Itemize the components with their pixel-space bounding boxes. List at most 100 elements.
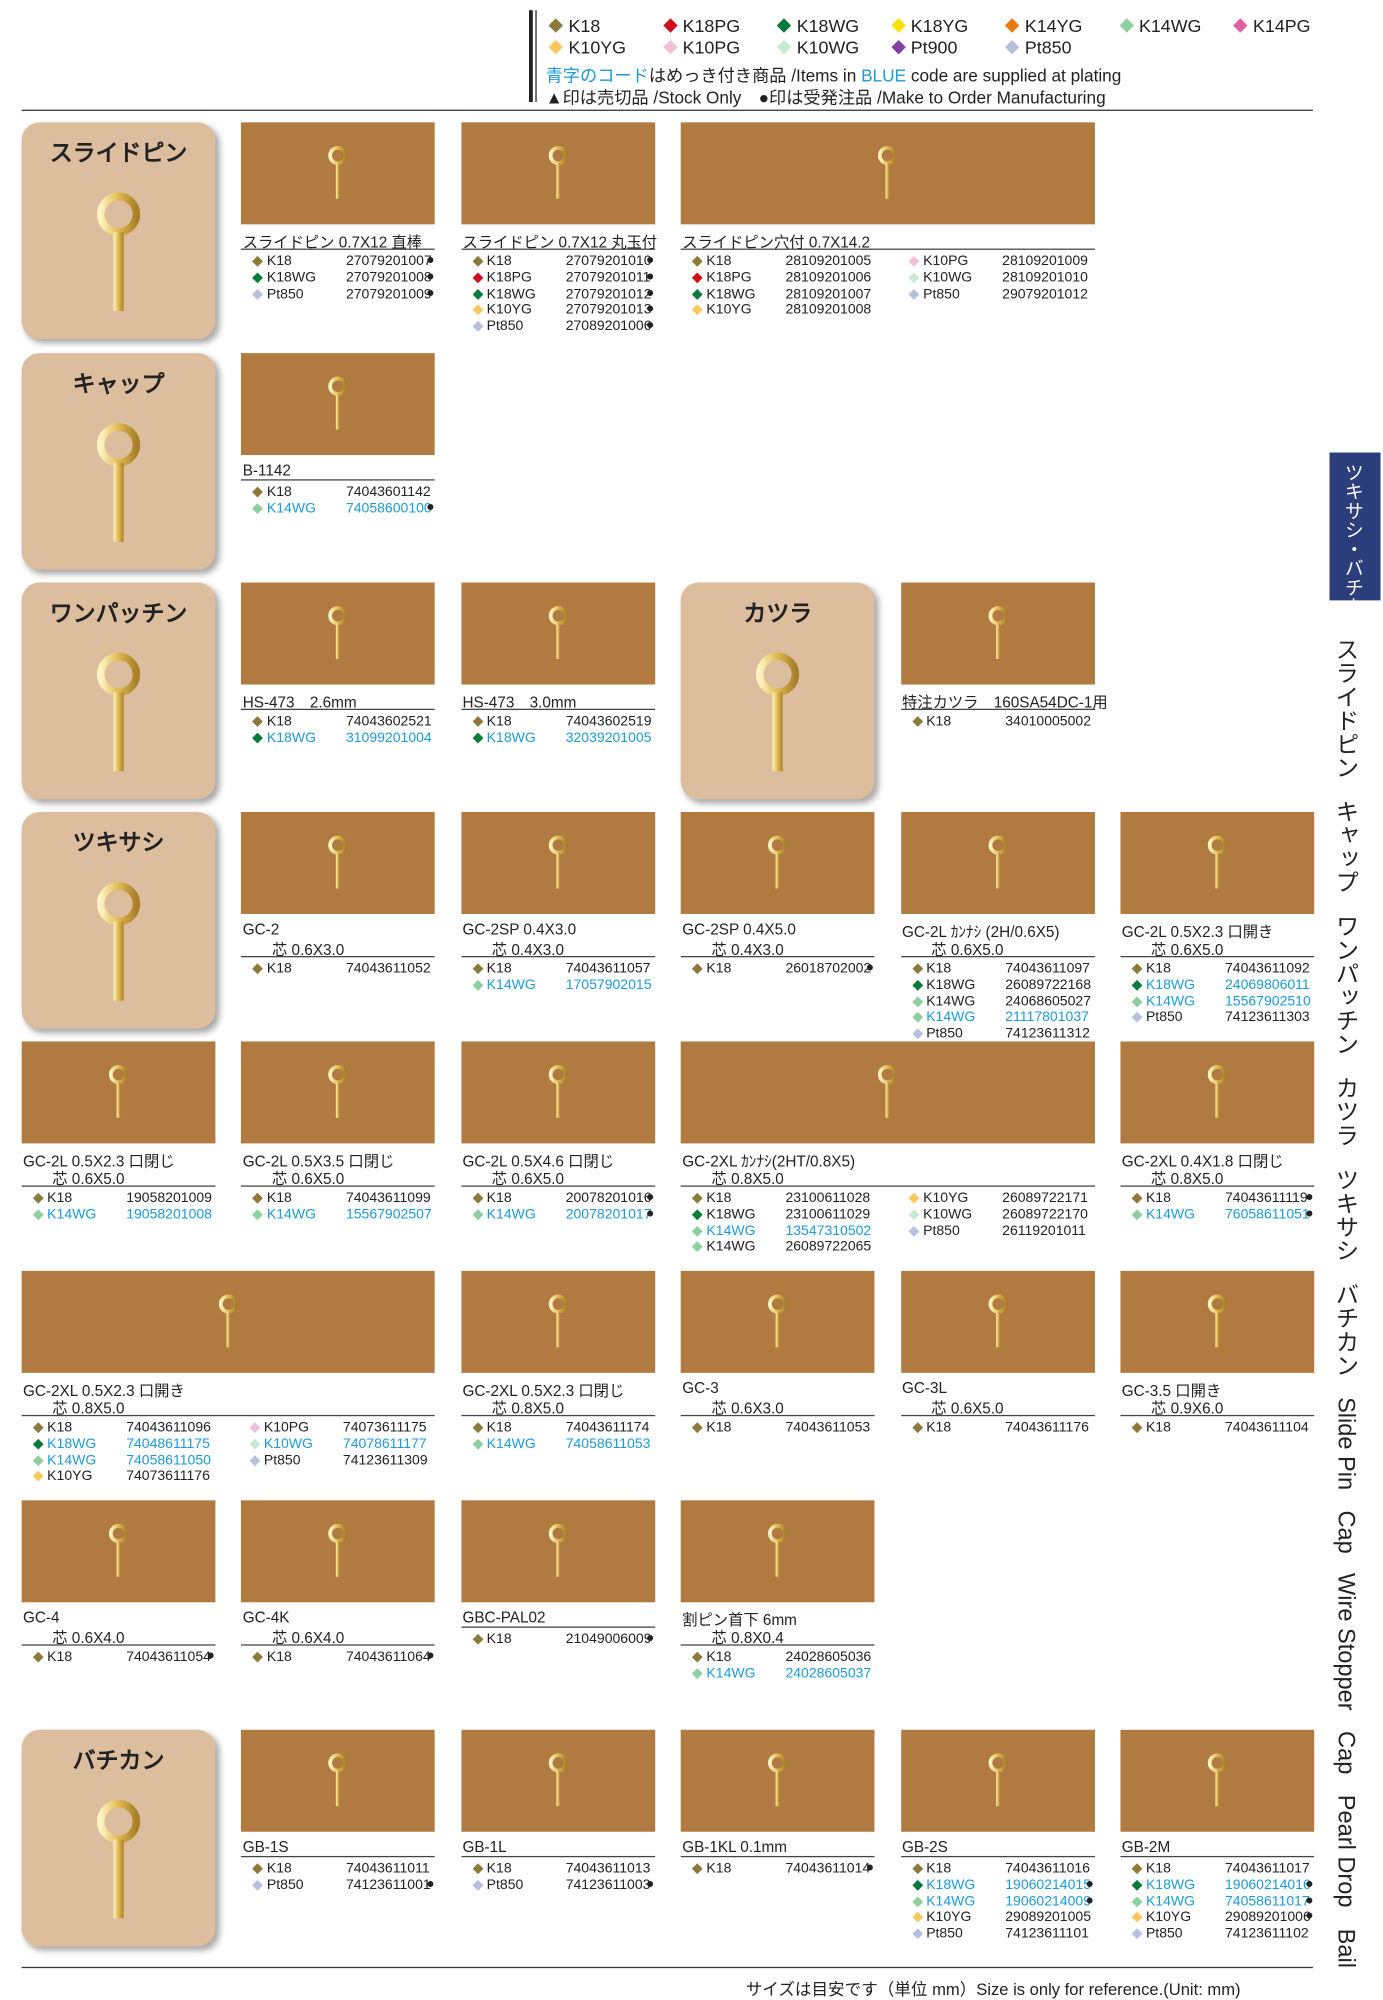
item-spec: 芯 0.6X4.0 (272, 1629, 345, 1647)
item-spec: 芯 0.8X5.0 (711, 1170, 784, 1189)
mark: ● (426, 1648, 435, 1664)
item-rule (680, 1414, 875, 1417)
item-name: GC-2SP 0.4X5.0 (682, 920, 796, 939)
item-name: GC-2XL 0.4X1.8 口閉じ (1121, 1152, 1284, 1171)
diamond (472, 1863, 484, 1875)
diamond (1131, 1422, 1143, 1434)
mark: ● (646, 268, 655, 284)
diamond (252, 1192, 264, 1204)
code: 74043611119 (1224, 1190, 1308, 1206)
item-photo (548, 1523, 568, 1577)
code: 28109201010 (1002, 269, 1088, 286)
item-photo (328, 835, 348, 889)
diamond (1131, 1012, 1143, 1024)
category-title: バチカン (72, 1747, 165, 1774)
diamond (472, 1438, 484, 1450)
item-rule (461, 708, 655, 711)
code: 74123611312 (1005, 1026, 1090, 1042)
code: 74043611096 (126, 1420, 211, 1436)
item-spec: 芯 0.6X5.0 (1151, 940, 1224, 959)
diamond (1233, 18, 1248, 33)
diamond (1131, 1912, 1143, 1924)
diamond (472, 1209, 484, 1220)
code: 19060214015 (1005, 1877, 1092, 1893)
item-name: GC-4K (242, 1608, 290, 1627)
metal: K18WG (486, 286, 536, 302)
item-rule (1120, 956, 1315, 958)
item-photo (96, 652, 141, 772)
item-name: GC-2XL 0.5X2.3 口開き (22, 1381, 185, 1400)
diamond (692, 1668, 703, 1679)
code: 74043611013 (565, 1861, 651, 1877)
index-item: Cap (1333, 1509, 1361, 1554)
item-name: スライドピン穴付 0.7X14.2 (682, 233, 871, 252)
diamond (890, 39, 906, 55)
diamond (890, 18, 906, 33)
code: 26119201011 (1002, 1223, 1086, 1239)
legend-label: K10WG (796, 36, 860, 58)
diamond (692, 963, 703, 975)
diamond (1131, 963, 1143, 975)
diamond (692, 288, 703, 300)
diamond (911, 1879, 923, 1891)
diamond (1004, 18, 1020, 33)
item-photo (548, 606, 568, 660)
item-photo (328, 606, 348, 660)
code: 74123611003 (565, 1877, 651, 1893)
diamond (911, 979, 923, 991)
mark-note: ▲印は売切品 /Stock Only ●印は受発注品 /Make to Orde… (545, 87, 1106, 108)
metal: K18WG (266, 269, 317, 286)
item-rule (680, 956, 875, 958)
item-image (1120, 1041, 1315, 1144)
legend-label: K18YG (910, 15, 969, 36)
category-tile: ワンパッチン (21, 582, 216, 800)
item-photo (548, 1294, 568, 1348)
metal: K14WG (266, 1206, 317, 1223)
item-spec: 芯 0.9X6.0 (1151, 1399, 1224, 1418)
mark: ● (426, 499, 435, 515)
item-name: GC-4 (22, 1608, 60, 1627)
metal: K18 (926, 961, 952, 977)
code: 15567902510 (1224, 993, 1311, 1010)
code: 26089722065 (785, 1239, 872, 1255)
index-item: Cap (1333, 1731, 1361, 1775)
diamond (776, 39, 792, 55)
item-image (680, 1041, 1095, 1144)
index-item: バチカン (1333, 1281, 1361, 1377)
legend-label: K10PG (682, 36, 741, 58)
diamond (252, 963, 264, 975)
diamond (32, 1422, 44, 1434)
index-item: Pearl Drop (1333, 1795, 1361, 1909)
diamond (472, 732, 484, 744)
diamond (692, 1651, 703, 1663)
index-item: Bail (1333, 1928, 1361, 1968)
code: 27079201012 (565, 286, 652, 302)
mark: ● (206, 1648, 215, 1664)
metal: Pt850 (926, 1026, 963, 1042)
header-bar (529, 10, 533, 102)
diamond (662, 39, 678, 55)
metal: K10PG (263, 1420, 310, 1436)
item-photo (1207, 1065, 1227, 1118)
item-rule (21, 1414, 436, 1417)
item-image (1120, 1270, 1315, 1373)
metal: K10YG (1145, 1909, 1192, 1926)
item-image (461, 1270, 655, 1373)
code: 74043611052 (345, 961, 431, 977)
code: 74123611102 (1224, 1926, 1309, 1942)
metal: K14WG (486, 1436, 536, 1452)
diamond (911, 716, 923, 727)
code: 23100611028 (785, 1190, 871, 1206)
diamond (472, 716, 484, 727)
item-photo (328, 376, 348, 430)
item-photo (328, 1523, 348, 1577)
item-rule (461, 1414, 655, 1417)
metal: K14WG (486, 1206, 536, 1223)
mark: ● (646, 1205, 655, 1221)
code: 74043611104 (1224, 1420, 1309, 1436)
metal: K18WG (47, 1436, 97, 1452)
item-photo (756, 652, 800, 772)
diamond (692, 1192, 703, 1204)
metal: K18 (926, 1861, 952, 1877)
